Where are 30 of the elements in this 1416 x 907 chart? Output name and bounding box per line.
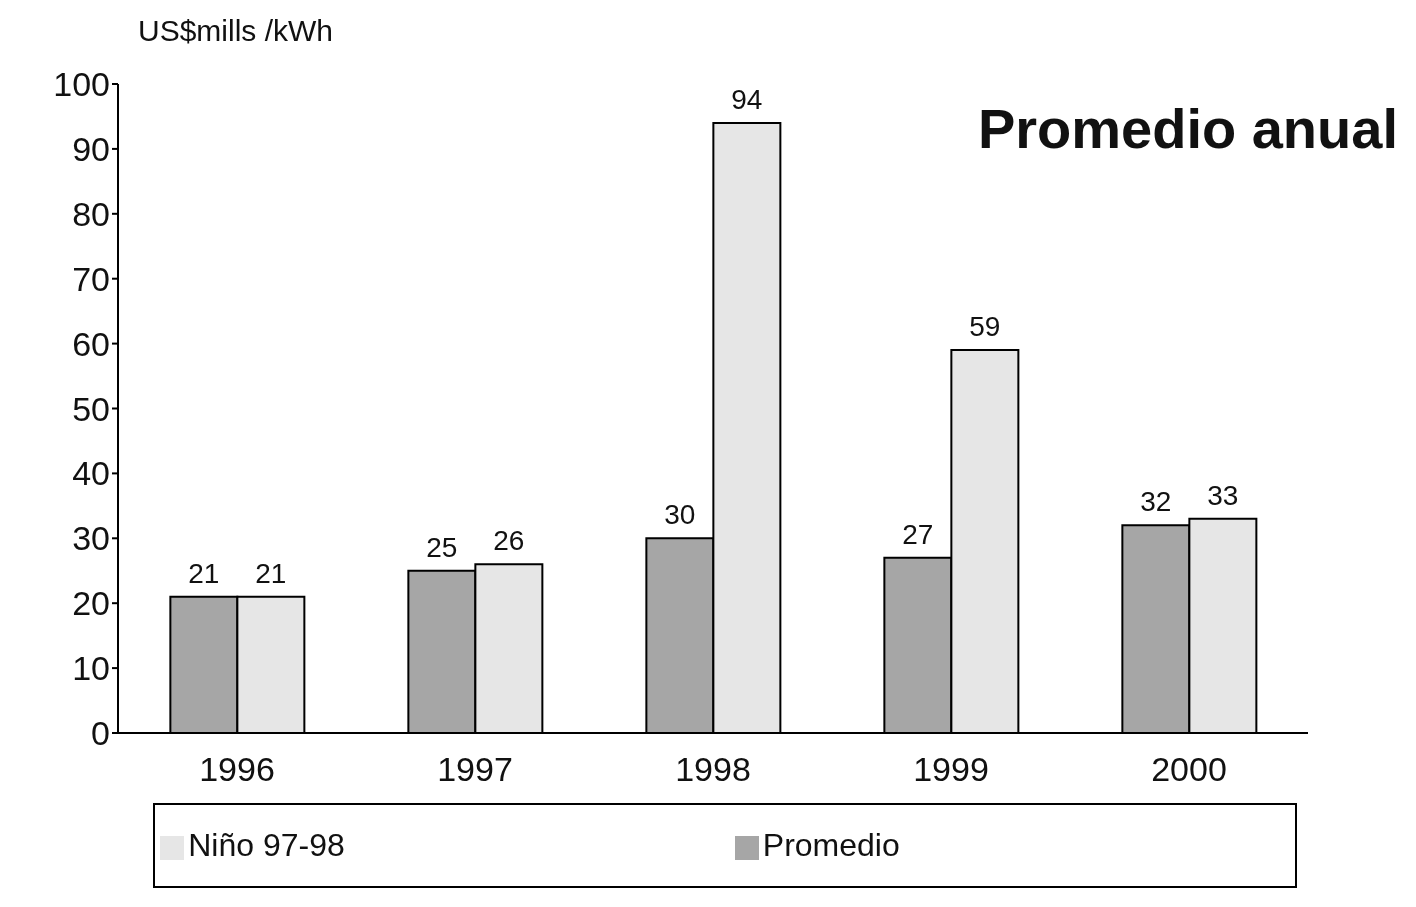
y-tick-label: 70 (72, 259, 110, 298)
y-tick-label: 40 (72, 454, 110, 493)
y-tick-label: 10 (72, 649, 110, 688)
data-label: 32 (1140, 486, 1172, 518)
data-label: 21 (255, 557, 287, 589)
y-tick-label: 30 (72, 519, 110, 558)
x-tick-label: 1997 (437, 750, 513, 789)
x-tick-label: 1998 (675, 750, 751, 789)
y-tick-label: 60 (72, 324, 110, 363)
y-tick-label: 80 (72, 194, 110, 233)
y-tick-label: 50 (72, 389, 110, 428)
x-tick-label: 2000 (1151, 750, 1227, 789)
y-tick-label: 20 (72, 584, 110, 623)
legend-label: Promedio (762, 827, 900, 863)
x-tick-label: 1999 (913, 750, 989, 789)
x-tick-label: 1996 (199, 750, 275, 789)
data-label: 26 (493, 525, 525, 557)
y-tick-label: 90 (72, 129, 110, 168)
y-tick-label: 100 (53, 65, 110, 104)
data-label: 30 (664, 499, 696, 531)
data-label: 59 (969, 311, 1001, 343)
legend-label: Niño 97-98 (188, 827, 345, 863)
y-axis-title: US$mills /kWh (138, 14, 334, 48)
data-label: 27 (902, 518, 934, 550)
chart-title: Promedio anual (977, 96, 1398, 161)
data-label: 25 (426, 531, 458, 563)
data-label: 21 (188, 557, 220, 589)
y-tick-label: 0 (91, 714, 110, 753)
data-label: 33 (1207, 479, 1239, 511)
data-label: 94 (731, 83, 763, 115)
